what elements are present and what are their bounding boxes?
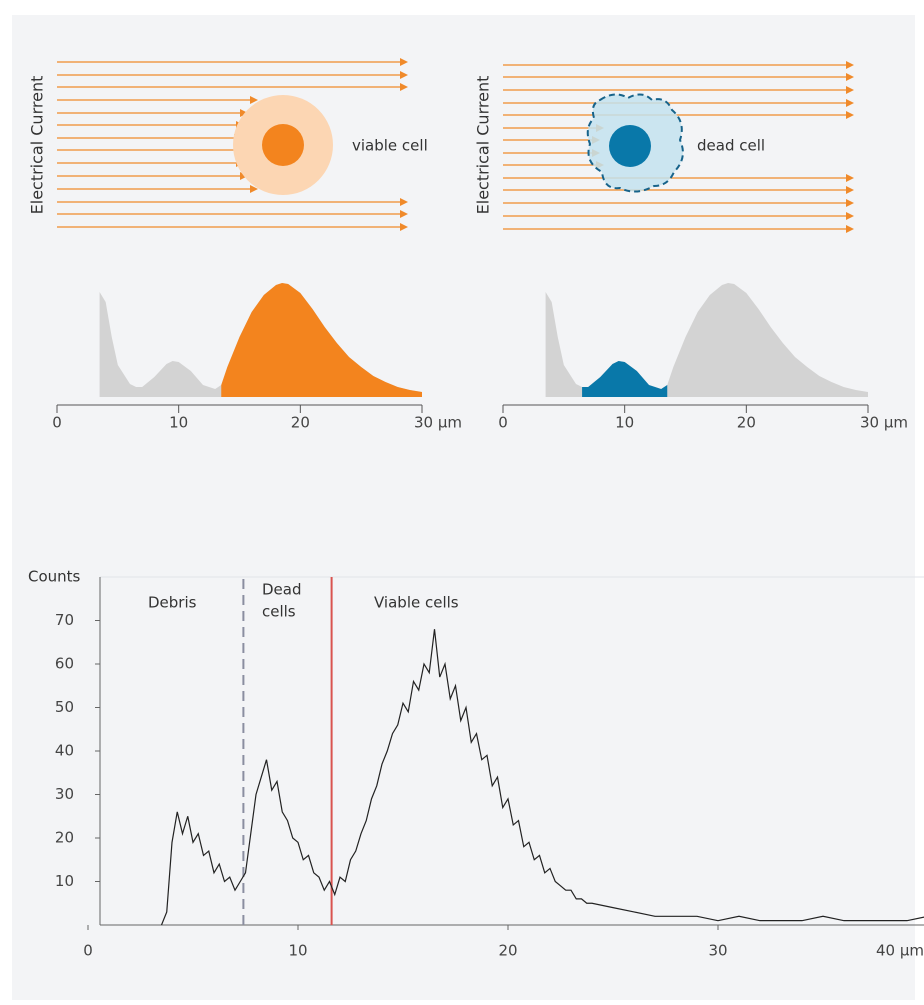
x-tick-label: 30 µm xyxy=(860,414,908,432)
x-tick-label: 30 µm xyxy=(414,414,462,432)
y-tick-label: 20 xyxy=(55,829,74,847)
x-tick-label: 30 xyxy=(708,942,727,960)
viable-nucleus xyxy=(262,124,304,166)
cell-label: dead cell xyxy=(697,137,765,155)
x-tick-label: 0 xyxy=(498,414,508,432)
x-tick-label: 0 xyxy=(52,414,62,432)
x-tick-label: 20 xyxy=(737,414,756,432)
x-tick-label: 10 xyxy=(169,414,188,432)
dead-nucleus xyxy=(609,125,651,167)
region-label: Dead xyxy=(262,581,302,599)
y-axis-label: Counts xyxy=(28,568,81,586)
y-tick-label: 30 xyxy=(55,785,74,803)
y-axis-label: Electrical Current xyxy=(474,76,493,215)
y-tick-label: 70 xyxy=(55,611,74,629)
x-tick-label: 0 xyxy=(83,942,93,960)
x-tick-label: 20 xyxy=(498,942,517,960)
y-tick-label: 10 xyxy=(55,872,74,890)
region-label: Viable cells xyxy=(374,594,459,612)
region-label: Debris xyxy=(148,594,197,612)
y-tick-label: 40 xyxy=(55,742,74,760)
x-tick-label: 10 xyxy=(288,942,307,960)
figure: Electrical Current viable cell 0 10 20 30 µm E… xyxy=(0,0,924,1005)
region-label: cells xyxy=(262,603,296,621)
y-axis-label: Electrical Current xyxy=(28,76,47,215)
cell-label: viable cell xyxy=(352,137,428,155)
y-tick-label: 50 xyxy=(55,698,74,716)
x-tick-label: 10 xyxy=(615,414,634,432)
x-tick-label: 40 µm xyxy=(876,942,924,960)
y-tick-label: 60 xyxy=(55,655,74,673)
x-tick-label: 20 xyxy=(291,414,310,432)
